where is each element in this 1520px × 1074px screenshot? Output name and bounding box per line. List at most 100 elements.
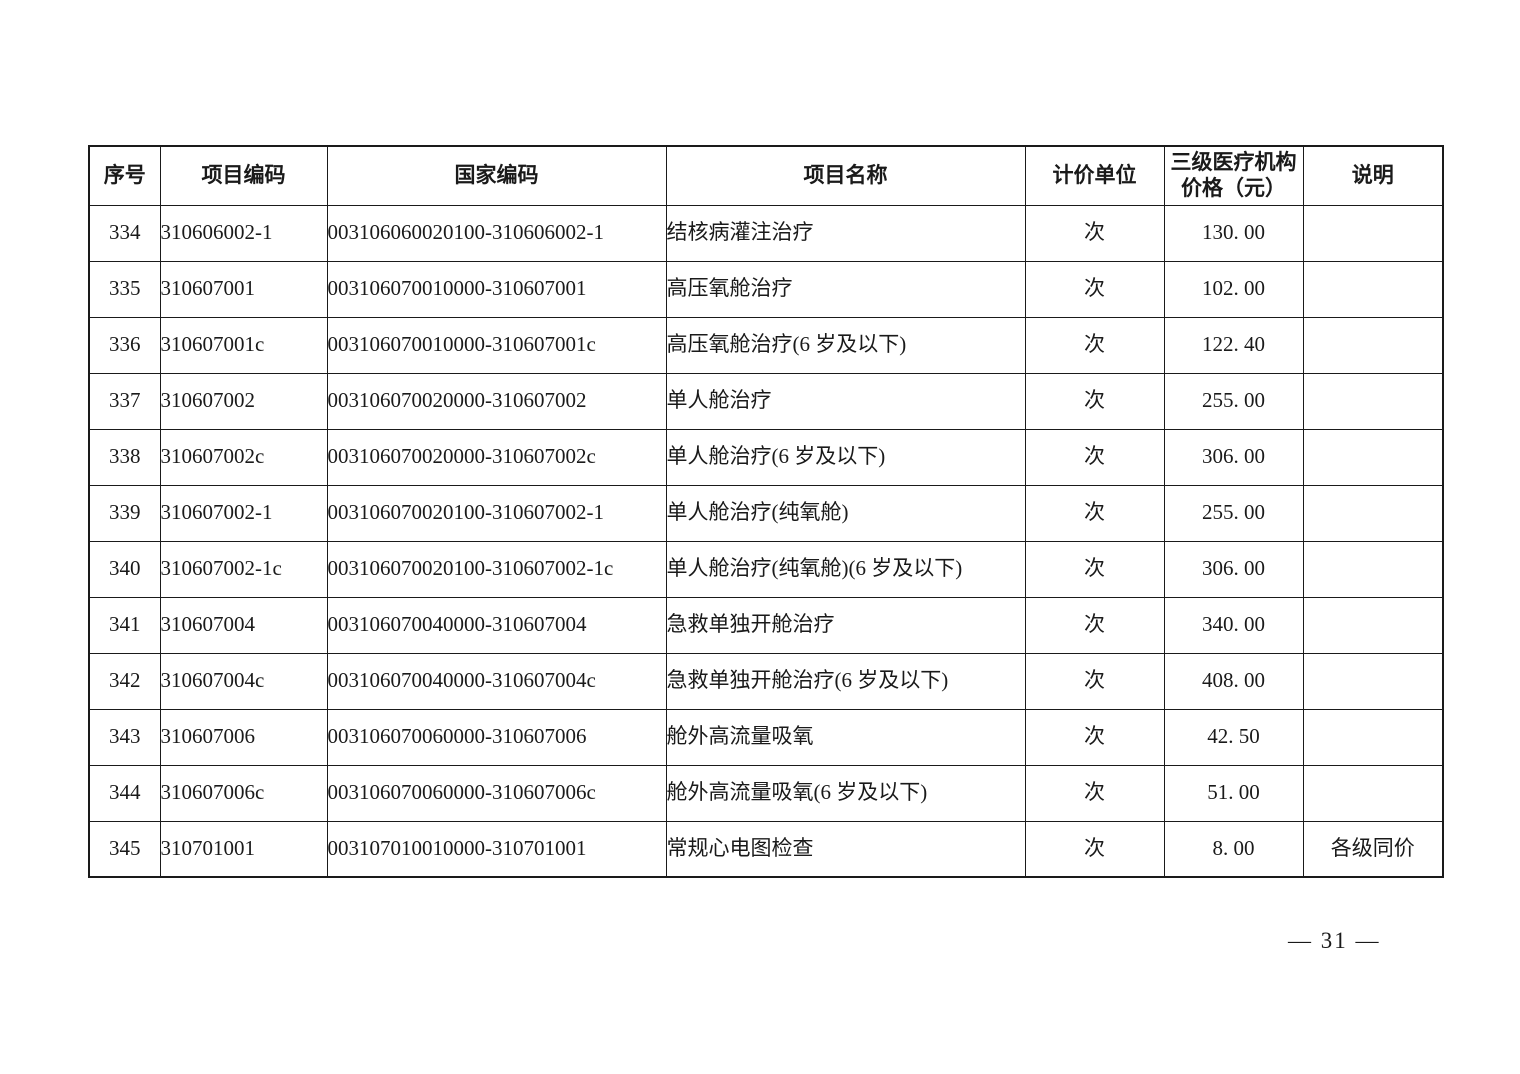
cell-seq: 338 xyxy=(88,428,161,486)
cell-national-code: 003107010010000-310701001 xyxy=(326,820,667,878)
cell-seq: 335 xyxy=(88,260,161,318)
cell-project-name: 结核病灌注治疗 xyxy=(665,204,1026,262)
cell-note xyxy=(1302,596,1444,654)
header-unit: 计价单位 xyxy=(1024,145,1165,206)
cell-note xyxy=(1302,764,1444,822)
cell-seq: 345 xyxy=(88,820,161,878)
cell-note xyxy=(1302,484,1444,542)
cell-project-code: 310607002-1 xyxy=(159,484,328,542)
cell-note: 各级同价 xyxy=(1302,820,1444,878)
cell-national-code: 003106070010000-310607001c xyxy=(326,316,667,374)
table-row: 335 310607001 003106070010000-310607001 … xyxy=(88,260,1444,318)
cell-project-code: 310607001 xyxy=(159,260,328,318)
cell-unit: 次 xyxy=(1024,316,1165,374)
cell-seq: 344 xyxy=(88,764,161,822)
cell-unit: 次 xyxy=(1024,652,1165,710)
table-row: 341 310607004 003106070040000-310607004 … xyxy=(88,596,1444,654)
cell-project-name: 单人舱治疗(纯氧舱) xyxy=(665,484,1026,542)
header-price: 三级医疗机构 价格（元） xyxy=(1163,145,1304,206)
cell-unit: 次 xyxy=(1024,540,1165,598)
cell-seq: 343 xyxy=(88,708,161,766)
cell-seq: 340 xyxy=(88,540,161,598)
cell-project-name: 单人舱治疗(纯氧舱)(6 岁及以下) xyxy=(665,540,1026,598)
table-row: 343 310607006 003106070060000-310607006 … xyxy=(88,708,1444,766)
table-row: 342 310607004c 003106070040000-310607004… xyxy=(88,652,1444,710)
cell-project-name: 高压氧舱治疗(6 岁及以下) xyxy=(665,316,1026,374)
cell-price: 408. 00 xyxy=(1163,652,1304,710)
cell-price: 42. 50 xyxy=(1163,708,1304,766)
header-national-code: 国家编码 xyxy=(326,145,667,206)
cell-seq: 339 xyxy=(88,484,161,542)
cell-price: 255. 00 xyxy=(1163,372,1304,430)
table-row: 338 310607002c 003106070020000-310607002… xyxy=(88,428,1444,486)
cell-note xyxy=(1302,260,1444,318)
cell-national-code: 003106070020100-310607002-1c xyxy=(326,540,667,598)
cell-project-code: 310606002-1 xyxy=(159,204,328,262)
cell-national-code: 003106070010000-310607001 xyxy=(326,260,667,318)
cell-unit: 次 xyxy=(1024,596,1165,654)
table-header-row: 序号 项目编码 国家编码 项目名称 计价单位 三级医疗机构 价格（元） 说明 xyxy=(88,145,1444,206)
cell-price: 102. 00 xyxy=(1163,260,1304,318)
cell-price: 130. 00 xyxy=(1163,204,1304,262)
cell-project-name: 高压氧舱治疗 xyxy=(665,260,1026,318)
cell-price: 8. 00 xyxy=(1163,820,1304,878)
cell-note xyxy=(1302,316,1444,374)
cell-project-code: 310701001 xyxy=(159,820,328,878)
header-project-code: 项目编码 xyxy=(159,145,328,206)
cell-unit: 次 xyxy=(1024,708,1165,766)
table-row: 337 310607002 003106070020000-310607002 … xyxy=(88,372,1444,430)
table-row: 344 310607006c 003106070060000-310607006… xyxy=(88,764,1444,822)
cell-unit: 次 xyxy=(1024,428,1165,486)
cell-national-code: 003106070040000-310607004c xyxy=(326,652,667,710)
header-seq: 序号 xyxy=(88,145,161,206)
cell-project-code: 310607006c xyxy=(159,764,328,822)
cell-note xyxy=(1302,372,1444,430)
price-table: 序号 项目编码 国家编码 项目名称 计价单位 三级医疗机构 价格（元） 说明 3… xyxy=(88,145,1444,878)
cell-note xyxy=(1302,540,1444,598)
cell-unit: 次 xyxy=(1024,204,1165,262)
cell-project-code: 310607002 xyxy=(159,372,328,430)
cell-national-code: 003106060020100-310606002-1 xyxy=(326,204,667,262)
cell-project-name: 急救单独开舱治疗 xyxy=(665,596,1026,654)
cell-price: 255. 00 xyxy=(1163,484,1304,542)
cell-project-code: 310607004 xyxy=(159,596,328,654)
table-row: 336 310607001c 003106070010000-310607001… xyxy=(88,316,1444,374)
cell-project-name: 单人舱治疗(6 岁及以下) xyxy=(665,428,1026,486)
cell-national-code: 003106070020100-310607002-1 xyxy=(326,484,667,542)
cell-national-code: 003106070040000-310607004 xyxy=(326,596,667,654)
cell-seq: 336 xyxy=(88,316,161,374)
table-row: 339 310607002-1 003106070020100-31060700… xyxy=(88,484,1444,542)
cell-price: 340. 00 xyxy=(1163,596,1304,654)
table-row: 340 310607002-1c 003106070020100-3106070… xyxy=(88,540,1444,598)
header-project-name: 项目名称 xyxy=(665,145,1026,206)
page-number: — 31 — xyxy=(1288,928,1381,953)
cell-price: 306. 00 xyxy=(1163,540,1304,598)
cell-unit: 次 xyxy=(1024,372,1165,430)
cell-note xyxy=(1302,708,1444,766)
table-body: 334 310606002-1 003106060020100-31060600… xyxy=(88,204,1444,878)
cell-seq: 334 xyxy=(88,204,161,262)
cell-national-code: 003106070020000-310607002c xyxy=(326,428,667,486)
cell-project-code: 310607006 xyxy=(159,708,328,766)
cell-national-code: 003106070020000-310607002 xyxy=(326,372,667,430)
cell-project-code: 310607002c xyxy=(159,428,328,486)
cell-national-code: 003106070060000-310607006c xyxy=(326,764,667,822)
cell-unit: 次 xyxy=(1024,820,1165,878)
cell-project-name: 舱外高流量吸氧 xyxy=(665,708,1026,766)
cell-project-name: 舱外高流量吸氧(6 岁及以下) xyxy=(665,764,1026,822)
cell-note xyxy=(1302,204,1444,262)
cell-project-code: 310607002-1c xyxy=(159,540,328,598)
cell-price: 122. 40 xyxy=(1163,316,1304,374)
cell-seq: 341 xyxy=(88,596,161,654)
cell-unit: 次 xyxy=(1024,260,1165,318)
cell-project-code: 310607001c xyxy=(159,316,328,374)
cell-seq: 342 xyxy=(88,652,161,710)
cell-project-name: 单人舱治疗 xyxy=(665,372,1026,430)
cell-national-code: 003106070060000-310607006 xyxy=(326,708,667,766)
cell-note xyxy=(1302,428,1444,486)
cell-project-code: 310607004c xyxy=(159,652,328,710)
cell-price: 306. 00 xyxy=(1163,428,1304,486)
cell-unit: 次 xyxy=(1024,484,1165,542)
table-row: 334 310606002-1 003106060020100-31060600… xyxy=(88,204,1444,262)
